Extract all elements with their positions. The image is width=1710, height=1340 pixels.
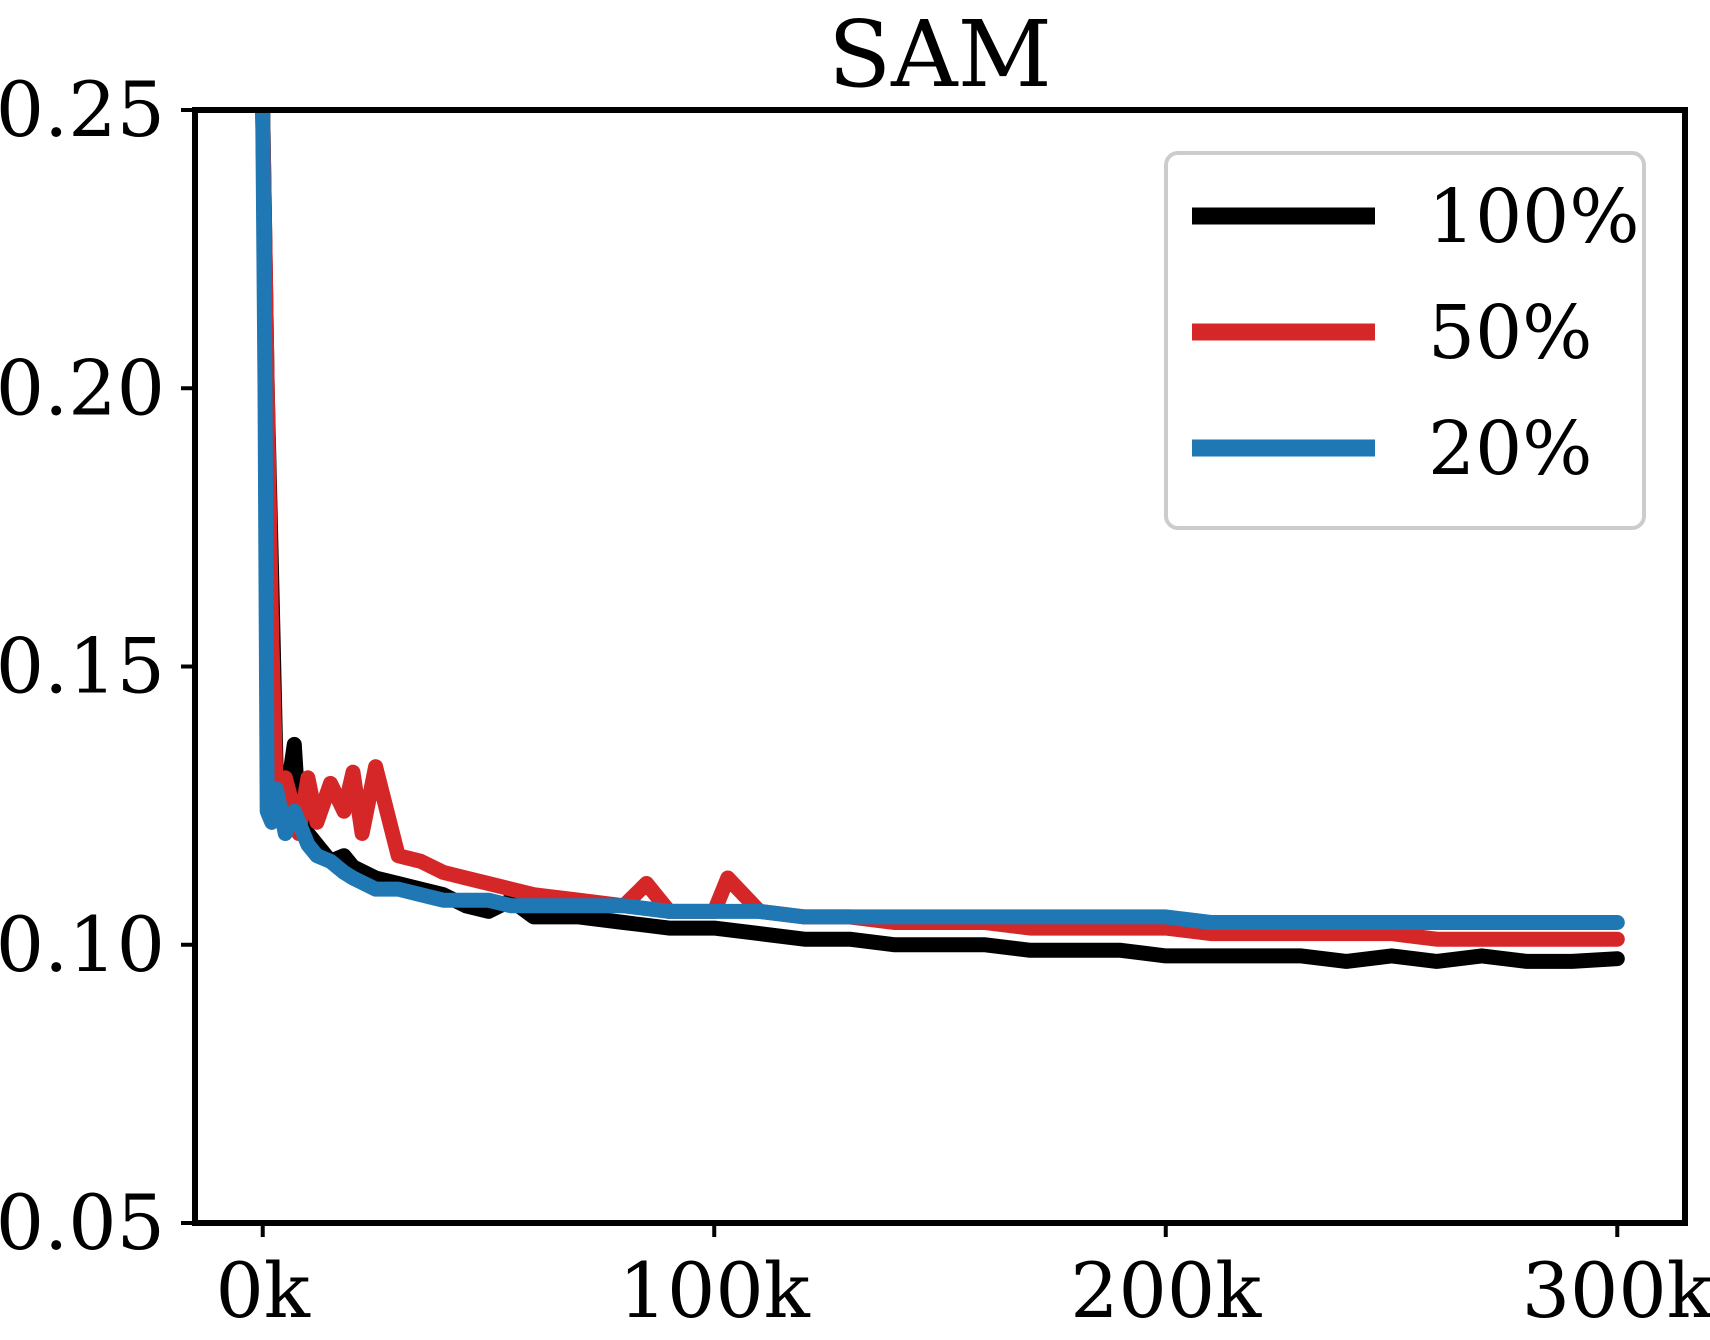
y-tick-label: 0.25 [0, 65, 165, 154]
series-line-2 [255, 110, 1625, 930]
y-tick-label: 0.15 [0, 622, 165, 711]
legend-label: 100% [1428, 174, 1640, 260]
x-tick-label: 300k [1522, 1246, 1710, 1335]
legend: 100% 50% 20% [1164, 151, 1646, 530]
legend-box [1164, 151, 1646, 530]
y-axis: 0.05 0.10 0.15 0.20 0.25 [0, 65, 195, 1267]
x-tick-label: 100k [619, 1246, 811, 1335]
chart-title: SAM [828, 1, 1052, 108]
x-tick-label: 200k [1070, 1246, 1262, 1335]
series-line-1 [255, 110, 1625, 947]
x-axis: 0k 100k 200k 300k [216, 1223, 1710, 1335]
x-tick-label: 0k [216, 1246, 311, 1335]
legend-label: 50% [1428, 290, 1592, 376]
legend-label: 20% [1428, 406, 1592, 492]
y-tick-label: 0.20 [0, 343, 165, 432]
series-layer [255, 110, 1625, 969]
y-tick-label: 0.05 [0, 1178, 165, 1267]
y-tick-label: 0.10 [0, 900, 165, 989]
